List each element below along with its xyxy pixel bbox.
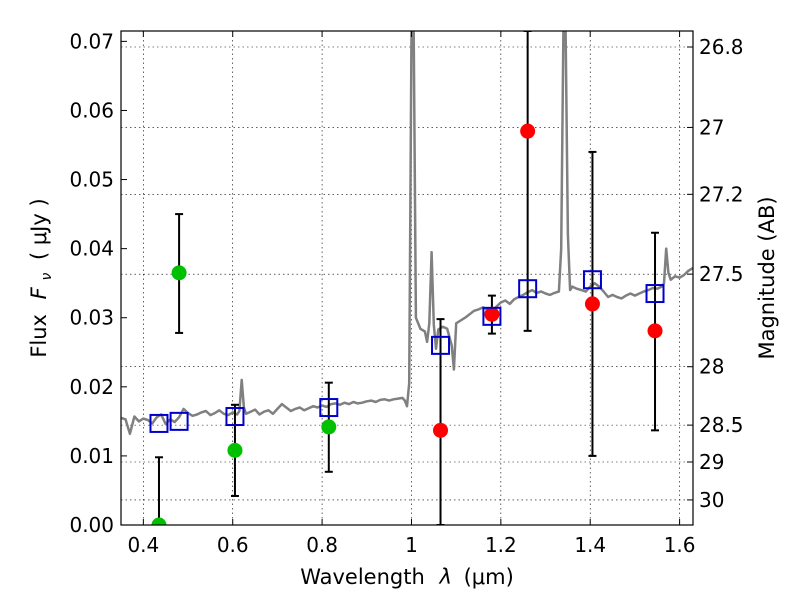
y2-tick-label: 28 [699, 355, 724, 379]
green-data-point [171, 265, 187, 281]
y-axis-label-symbol: F [27, 286, 51, 299]
y-tick-label: 0.01 [69, 444, 114, 468]
axes-frame [120, 30, 694, 526]
red-data-point [484, 306, 500, 322]
x-axis-label: Wavelength λ (μm) [300, 565, 514, 589]
grid [121, 31, 693, 525]
y-axis-label-subscript: ν [39, 273, 55, 281]
red-data-point [584, 296, 600, 312]
y-tick-label: 0.05 [69, 168, 114, 192]
red-data-point [647, 323, 663, 339]
plot-area [121, 31, 693, 525]
model-photometry-square [431, 335, 451, 355]
y2-tick-label: 29 [699, 450, 724, 474]
y-tick-label: 0.07 [69, 29, 114, 53]
model-spectrum-line [121, 31, 693, 436]
green-data-point [227, 442, 243, 458]
green-data-point [151, 517, 167, 525]
y-axis-label: Flux F ν ( μJy ) [27, 198, 56, 357]
x-tick-label: 1.2 [485, 533, 517, 557]
green-data-point [321, 419, 337, 435]
x-tick-label: 0.6 [217, 533, 249, 557]
y-tick-label: 0.00 [69, 513, 114, 537]
x-tick-label: 0.8 [306, 533, 338, 557]
model-photometry-square [149, 413, 169, 433]
x-tick-label: 1.6 [664, 533, 696, 557]
model-photometry-square [482, 306, 502, 326]
y2-tick-label: 27.5 [699, 262, 744, 286]
model-photometry-square [645, 284, 665, 304]
ticks: 0.4 0.6 0.8 1 1.2 1.4 1.6 0.00 0.01 0.02 0.03 0.04 0… [69, 29, 743, 557]
x-tick-label: 1 [405, 533, 418, 557]
y-tick-label: 0.02 [69, 375, 114, 399]
y2-tick-label: 27.2 [699, 182, 744, 206]
model-photometry-square [169, 411, 189, 431]
y-axis-label-text: Flux [27, 314, 51, 358]
x-axis-label-symbol: λ [438, 565, 451, 589]
x-tick-label: 0.4 [127, 533, 159, 557]
y2-axis-label: Magnitude (AB) [755, 196, 779, 359]
y-axis-label-unit: ( μJy ) [27, 198, 51, 260]
y2-tick-label: 26.8 [699, 35, 744, 59]
y-tick-label: 0.06 [69, 98, 114, 122]
y2-tick-label: 27 [699, 115, 724, 139]
x-tick-label: 1.4 [574, 533, 606, 557]
y2-tick-label: 30 [699, 488, 724, 512]
model-photometry-square [319, 398, 339, 418]
model-photometry-square [225, 407, 245, 427]
y-tick-label: 0.04 [69, 237, 114, 261]
model-photometry-square [518, 279, 538, 299]
y-tick-label: 0.03 [69, 306, 114, 330]
red-data-point [520, 123, 536, 139]
model-photometry-square [582, 270, 602, 290]
y2-tick-label: 28.5 [699, 413, 744, 437]
red-data-point [433, 422, 449, 438]
x-axis-label-unit: (μm) [464, 565, 514, 589]
x-axis-label-text: Wavelength [300, 565, 425, 589]
